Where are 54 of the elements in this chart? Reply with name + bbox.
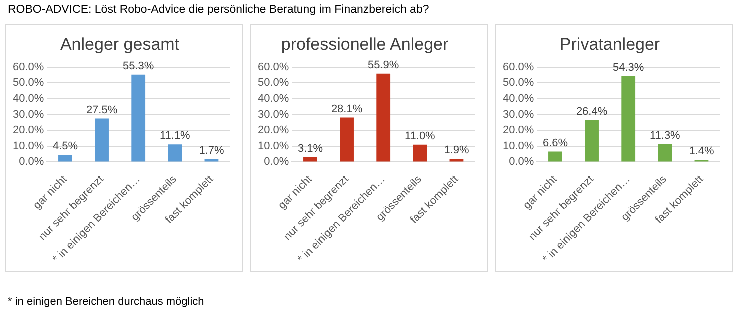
y-tick-label: 40.0% <box>258 93 290 106</box>
y-tick-label: 50.0% <box>502 77 534 90</box>
data-label: 1.7% <box>199 145 224 158</box>
chart-title: professionelle Anleger <box>281 34 449 54</box>
chart-title: Privatanleger <box>560 34 660 54</box>
y-tick-label: 30.0% <box>12 108 44 121</box>
data-label: 4.5% <box>52 140 78 153</box>
bar <box>585 120 599 162</box>
bar <box>340 118 354 162</box>
data-label: 11.0% <box>404 130 436 142</box>
y-tick-label: 60.0% <box>258 61 290 74</box>
bar <box>304 157 318 162</box>
text: ROBO-ADVICE: Löst Robo-Advice die persönliche Beratung im Finanzbereich ab? <box>8 4 430 16</box>
bar <box>450 159 464 162</box>
data-label: 55.9% <box>368 59 400 72</box>
data-label: 3.1% <box>298 142 324 155</box>
y-tick-label: 0.0% <box>264 156 290 168</box>
y-tick-label: 60.0% <box>12 61 44 74</box>
data-label: 27.5% <box>86 104 118 116</box>
data-label: 1.4% <box>689 146 714 158</box>
bar <box>95 118 109 162</box>
data-label: 54.3% <box>612 62 644 74</box>
y-tick-label: 20.0% <box>502 124 534 137</box>
bar <box>413 144 428 162</box>
y-tick-label: 30.0% <box>258 108 290 121</box>
data-label: 55.3% <box>122 60 154 72</box>
bar <box>58 155 72 162</box>
bar <box>376 74 391 162</box>
y-tick-label: 40.0% <box>12 93 44 106</box>
data-label: 26.4% <box>576 106 608 118</box>
bar <box>548 152 562 162</box>
data-label: 11.1% <box>160 130 191 142</box>
y-tick-label: 40.0% <box>502 93 534 106</box>
y-tick-label: 0.0% <box>509 156 534 168</box>
data-label: 11.3% <box>650 130 681 142</box>
data-label: 28.1% <box>331 103 363 116</box>
data-label: 1.9% <box>444 144 470 157</box>
y-tick-label: 20.0% <box>12 124 44 137</box>
bar <box>168 144 182 162</box>
bar <box>622 76 636 162</box>
text: * in einigen Bereichen durchaus möglich <box>8 296 204 308</box>
y-tick-label: 10.0% <box>12 140 44 152</box>
chart-title: Anleger gesamt <box>60 34 180 54</box>
y-tick-label: 50.0% <box>258 77 290 90</box>
y-tick-label: 30.0% <box>502 108 534 121</box>
bar <box>132 74 146 162</box>
y-tick-label: 10.0% <box>502 140 534 152</box>
y-tick-label: 20.0% <box>258 124 290 137</box>
data-label: 6.6% <box>542 137 568 150</box>
y-tick-label: 10.0% <box>258 140 290 152</box>
y-tick-label: 60.0% <box>502 61 534 74</box>
y-tick-label: 0.0% <box>19 156 44 168</box>
y-tick-label: 50.0% <box>12 77 44 90</box>
bar <box>658 144 672 162</box>
